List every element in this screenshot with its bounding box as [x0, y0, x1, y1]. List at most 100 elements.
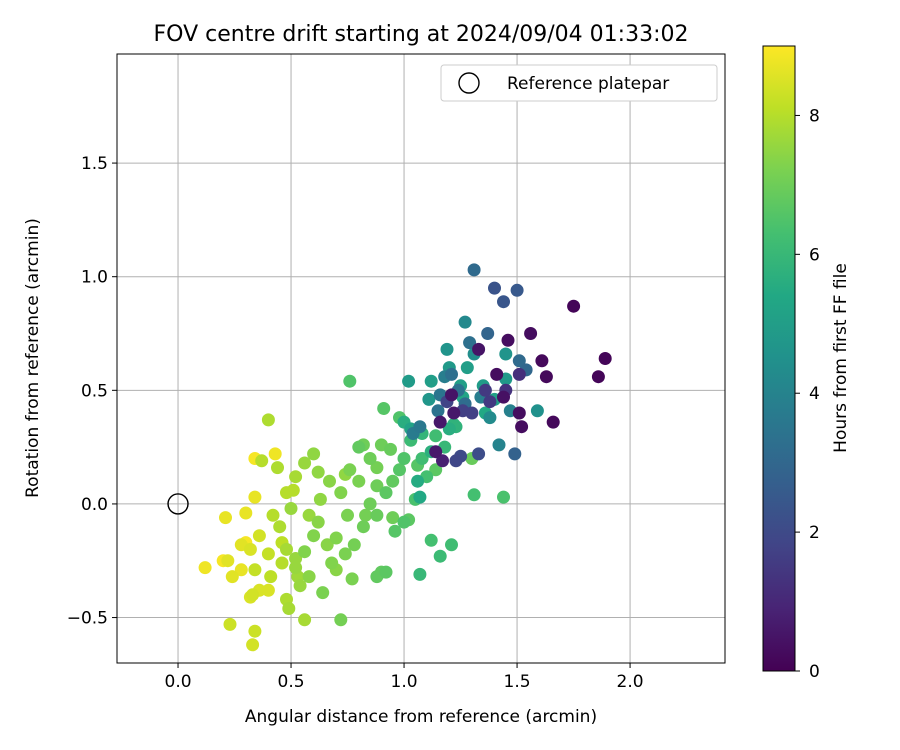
data-point: [261, 583, 275, 597]
data-point: [598, 352, 612, 365]
data-point: [386, 474, 400, 488]
data-point: [302, 508, 316, 522]
data-point: [298, 613, 312, 627]
data-point: [248, 563, 262, 577]
data-point: [280, 486, 293, 500]
grid-lines: [117, 54, 725, 663]
data-point: [343, 374, 357, 388]
data-point: [323, 474, 336, 488]
data-point: [334, 613, 348, 627]
data-point: [311, 515, 325, 529]
data-point: [345, 572, 359, 586]
data-point: [307, 447, 321, 461]
x-axis-label: Angular distance from reference (arcmin): [245, 707, 597, 727]
data-point: [248, 490, 262, 504]
data-point: [239, 506, 253, 520]
legend-box: [440, 64, 718, 102]
data-point: [512, 354, 526, 368]
data-point: [352, 474, 366, 488]
data-point: [223, 617, 237, 631]
data-point: [433, 549, 447, 563]
data-point: [397, 515, 411, 529]
data-point: [458, 315, 472, 329]
data-point: [415, 452, 429, 465]
data-point: [341, 508, 354, 522]
y-tick-label: 0.5: [81, 381, 108, 401]
data-point: [436, 454, 449, 468]
data-point: [266, 508, 280, 522]
data-point: [483, 411, 497, 425]
legend-label-reference-platepar: Reference platepar: [507, 74, 669, 94]
data-point: [255, 454, 269, 468]
data-point: [539, 370, 553, 384]
data-point: [440, 342, 454, 356]
legend-reference-marker: [458, 72, 480, 94]
data-point: [261, 547, 275, 561]
data-point: [302, 570, 316, 584]
data-point: [234, 563, 248, 577]
data-point: [293, 579, 307, 593]
reference-platepar-marker: [167, 493, 189, 515]
data-point: [221, 554, 235, 568]
data-point: [384, 442, 397, 456]
data-point: [467, 488, 481, 502]
data-point: [252, 529, 266, 543]
data-point: [442, 422, 456, 436]
legend: Reference platepar: [440, 64, 718, 102]
data-point: [298, 545, 312, 559]
colorbar-tick-label: 0: [809, 662, 820, 682]
data-point: [370, 461, 384, 475]
colorbar-tick-label: 8: [809, 106, 820, 126]
data-point: [433, 415, 447, 429]
data-point: [359, 508, 373, 522]
data-point: [478, 383, 492, 397]
data-point: [289, 552, 303, 565]
colorbar-tick-label: 6: [809, 245, 820, 265]
data-point: [280, 542, 293, 556]
data-point: [535, 354, 549, 368]
colorbar-ticks: 0 2 4 6 8: [795, 106, 820, 682]
x-tick-label: 2.0: [617, 672, 644, 692]
data-point: [370, 479, 384, 493]
data-point: [377, 402, 391, 415]
data-point: [524, 327, 538, 340]
y-axis-label: Rotation from reference (arcmin): [23, 218, 43, 498]
x-tick-label: 1.0: [391, 672, 418, 692]
data-point: [445, 367, 458, 381]
x-axis-ticks: 0.0 0.5 1.0 1.5 2.0: [165, 663, 644, 692]
data-point: [246, 588, 260, 602]
data-point: [338, 547, 352, 561]
data-point: [413, 490, 427, 504]
x-tick-label: 0.0: [165, 672, 192, 692]
data-point: [429, 429, 443, 443]
data-point: [289, 470, 303, 484]
data-point: [379, 486, 393, 500]
data-point: [198, 561, 212, 575]
data-point: [424, 533, 438, 547]
data-point: [393, 463, 406, 477]
data-point: [445, 388, 458, 402]
data-point: [567, 299, 581, 313]
data-point: [307, 529, 321, 543]
data-point: [499, 347, 513, 361]
data-points: [198, 263, 612, 652]
colorbar-label: Hours from first FF file: [831, 263, 851, 453]
data-point: [275, 556, 289, 570]
data-point: [449, 454, 463, 468]
data-point: [431, 404, 445, 418]
data-point: [329, 531, 343, 545]
data-point: [447, 406, 461, 420]
data-point: [591, 370, 605, 384]
data-point: [463, 336, 477, 350]
colorbar: [762, 45, 796, 672]
y-tick-label: 0.0: [81, 495, 108, 515]
data-point: [512, 406, 526, 420]
data-point: [282, 602, 296, 615]
data-point: [411, 474, 425, 488]
data-point: [472, 447, 486, 461]
data-point: [512, 367, 526, 381]
data-point: [268, 447, 282, 461]
y-tick-label: 1.5: [81, 154, 108, 174]
data-point: [510, 283, 524, 297]
data-point: [497, 490, 510, 504]
